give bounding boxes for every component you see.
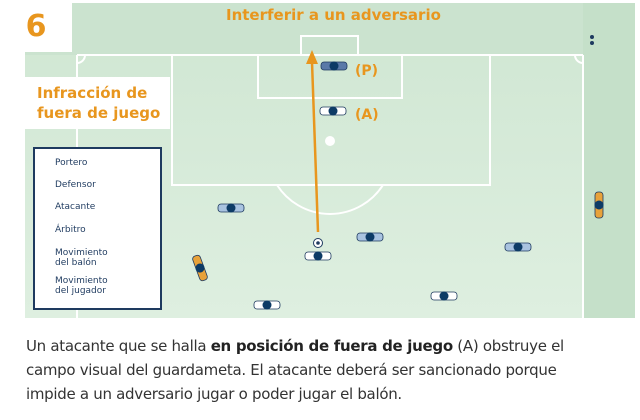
attacker-player [304, 251, 332, 261]
description-text: campo visual del guardameta. El atacante… [26, 361, 557, 379]
panel-number: 6 [0, 0, 72, 52]
legend-goalkeeper: Portero [55, 158, 88, 168]
defender-player [356, 232, 384, 242]
subtitle-line: Infracción de [37, 84, 148, 102]
diagram-title: Interferir a un adversario [226, 6, 441, 24]
legend-text: Movimiento [55, 248, 108, 258]
subtitle: Infracción de fuera de juego [25, 77, 170, 129]
defender-player [217, 203, 245, 213]
legend-player-movement: Movimiento del jugador [55, 276, 108, 296]
legend-ball-movement: Movimiento del balón [55, 248, 108, 268]
description: Un atacante que se halla en posición de … [26, 334, 564, 406]
legend-text: Movimiento [55, 276, 108, 286]
flag-icon [590, 35, 594, 45]
legend-defender: Defensor [55, 180, 96, 190]
ball-movement-arrow [306, 50, 320, 233]
description-text: impide a un adversario jugar o poder jug… [26, 385, 402, 403]
description-bold: en posición de fuera de juego [210, 337, 453, 355]
legend-attacker: Atacante [55, 202, 96, 212]
legend-referee: Árbitro [55, 225, 86, 235]
legend-text: del balón [55, 258, 97, 268]
description-text: (A) obstruye el [452, 337, 564, 355]
attacker-player-a [319, 106, 347, 116]
attacker-label: (A) [355, 107, 379, 123]
legend [33, 147, 162, 310]
ball-icon [313, 238, 323, 248]
legend-text: del jugador [55, 286, 106, 296]
description-text: Un atacante que se halla [26, 337, 211, 355]
goalkeeper-label: (P) [355, 63, 379, 79]
defender-player [504, 242, 532, 252]
attacker-player [430, 291, 458, 301]
goalkeeper-player [320, 61, 348, 71]
penalty-spot [325, 136, 335, 146]
subtitle-line: fuera de juego [37, 104, 161, 122]
attacker-player [253, 300, 281, 310]
assistant-referee [594, 191, 604, 219]
